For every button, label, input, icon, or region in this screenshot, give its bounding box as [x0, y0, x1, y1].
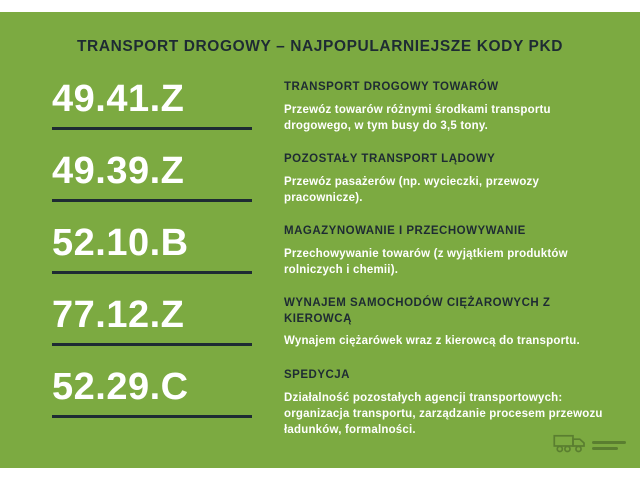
pkd-entry: 52.10.B MAGAZYNOWANIE I PRZECHOWYWANIE P…	[52, 222, 612, 294]
pkd-entry: 77.12.Z WYNAJEM SAMOCHODÓW CIĘŻAROWYCH Z…	[52, 294, 612, 366]
code-column: 77.12.Z	[52, 294, 284, 346]
pkd-entry: 49.41.Z TRANSPORT DROGOWY TOWARÓW Przewó…	[52, 78, 612, 150]
text-column: MAGAZYNOWANIE I PRZECHOWYWANIE Przechowy…	[284, 222, 612, 278]
text-column: POZOSTAŁY TRANSPORT LĄDOWY Przewóz pasaż…	[284, 150, 612, 206]
pkd-code: 52.10.B	[52, 222, 189, 264]
code-underline	[52, 127, 252, 130]
code-column: 49.41.Z	[52, 78, 284, 130]
code-underline	[52, 343, 252, 346]
entry-heading: TRANSPORT DROGOWY TOWARÓW	[284, 81, 499, 93]
entry-description: Przewóz towarów różnymi środkami transpo…	[284, 103, 551, 132]
entry-heading: SPEDYCJA	[284, 369, 350, 381]
green-panel: TRANSPORT DROGOWY – NAJPOPULARNIEJSZE KO…	[0, 12, 640, 468]
entry-description: Wynajem ciężarówek wraz z kierowcą do tr…	[284, 335, 580, 348]
text-column: WYNAJEM SAMOCHODÓW CIĘŻAROWYCH Z KIEROWC…	[284, 294, 612, 349]
truck-icon	[553, 431, 587, 460]
watermark-text-line	[592, 441, 626, 444]
watermark-text-line	[592, 447, 618, 450]
entry-description: Działalność pozostałych agencji transpor…	[284, 391, 603, 437]
watermark-text-marks	[592, 441, 626, 450]
entry-description: Przechowywanie towarów (z wyjątkiem prod…	[284, 247, 568, 276]
entry-heading: POZOSTAŁY TRANSPORT LĄDOWY	[284, 153, 496, 165]
code-column: 52.10.B	[52, 222, 284, 274]
pkd-code: 49.41.Z	[52, 78, 185, 120]
code-column: 52.29.C	[52, 366, 284, 418]
pkd-code: 77.12.Z	[52, 294, 185, 336]
pkd-entry-list: 49.41.Z TRANSPORT DROGOWY TOWARÓW Przewó…	[0, 78, 640, 439]
code-underline	[52, 199, 252, 202]
pkd-code: 49.39.Z	[52, 150, 185, 192]
code-column: 49.39.Z	[52, 150, 284, 202]
entry-heading: MAGAZYNOWANIE I PRZECHOWYWANIE	[284, 225, 526, 237]
text-column: SPEDYCJA Działalność pozostałych agencji…	[284, 366, 612, 439]
code-underline	[52, 271, 252, 274]
page-title: TRANSPORT DROGOWY – NAJPOPULARNIEJSZE KO…	[76, 38, 564, 55]
entry-description: Przewóz pasażerów (np. wycieczki, przewo…	[284, 175, 540, 204]
text-column: TRANSPORT DROGOWY TOWARÓW Przewóz towaró…	[284, 78, 612, 134]
code-underline	[52, 415, 252, 418]
entry-heading: WYNAJEM SAMOCHODÓW CIĘŻAROWYCH Z KIEROWC…	[284, 297, 551, 325]
pkd-entry: 52.29.C SPEDYCJA Działalność pozostałych…	[52, 366, 612, 439]
pkd-entry: 49.39.Z POZOSTAŁY TRANSPORT LĄDOWY Przew…	[52, 150, 612, 222]
pkd-code: 52.29.C	[52, 366, 189, 408]
truck-logo-watermark	[553, 431, 626, 460]
